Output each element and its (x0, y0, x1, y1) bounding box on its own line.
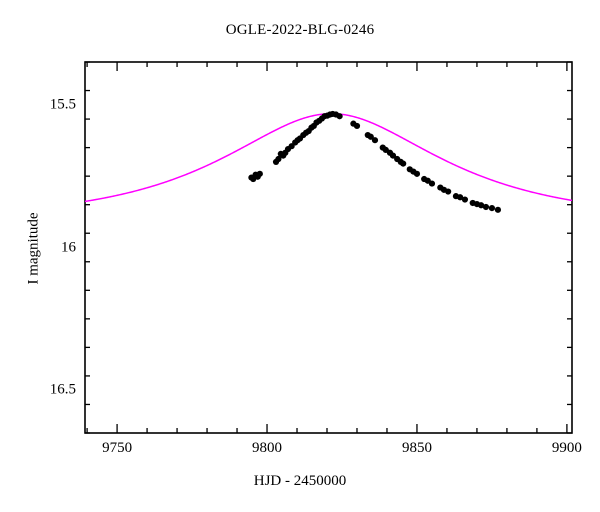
x-tick-label: 9850 (401, 440, 432, 456)
data-points (248, 110, 502, 213)
y-tick-label: 16.5 (49, 381, 76, 398)
x-tick-label: 9900 (551, 440, 582, 456)
axis-ticks (85, 61, 572, 434)
x-tick-label: 9800 (252, 440, 283, 456)
y-tick-label: 15.5 (49, 96, 76, 113)
model-curve (84, 112, 573, 203)
plot-frame (84, 61, 573, 434)
page-title: OGLE-2022-BLG-0246 (225, 22, 375, 38)
x-axis-label: HJD - 2450000 (253, 473, 347, 489)
x-tick-label: 9750 (102, 440, 133, 456)
y-tick-label: 16 (61, 239, 76, 255)
